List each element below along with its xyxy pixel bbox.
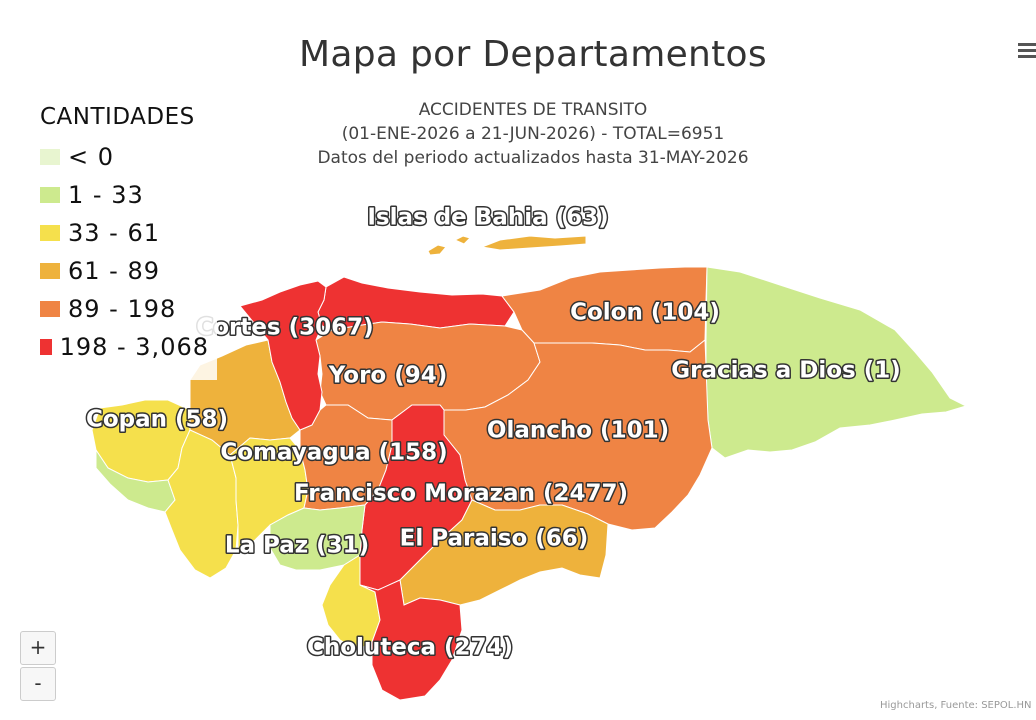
legend-label: 198 - 3,068 (59, 333, 209, 361)
legend-item[interactable]: 198 - 3,068 (32, 328, 209, 366)
department-label-choluteca: Choluteca (274) (307, 635, 513, 661)
department-lempira[interactable] (164, 429, 239, 579)
department-valle[interactable] (321, 554, 381, 651)
department-label-copan: Copan (58) (86, 407, 228, 433)
credits[interactable]: Highcharts, Fuente: SEPOL.HN (880, 700, 1032, 711)
department-islas[interactable] (480, 235, 587, 251)
legend-item[interactable]: 1 - 33 (32, 176, 209, 214)
legend-label: 89 - 198 (68, 295, 177, 323)
department-label-paraiso: El Paraiso (66) (400, 526, 589, 552)
department-label-lapaz: La Paz (31) (225, 533, 369, 559)
zoom-out-button[interactable]: - (20, 667, 56, 701)
department-label-colon: Colon (104) (570, 300, 720, 326)
department-label-yoro: Yoro (94) (328, 363, 448, 389)
department-label-islas: Islas de Bahia (63) (367, 205, 608, 231)
legend-swatch (40, 149, 60, 165)
department-label-cortes: Cortes (3067) (196, 315, 373, 341)
legend: CANTIDADES < 0 1 - 33 33 - 61 61 - 89 89 - 1… (24, 98, 217, 380)
legend-label: 61 - 89 (68, 257, 160, 285)
zoom-in-button[interactable]: + (20, 631, 56, 665)
legend-swatch (40, 225, 60, 241)
legend-item[interactable]: 61 - 89 (32, 252, 209, 290)
legend-swatch (40, 263, 60, 279)
department-label-olancho: Olancho (101) (487, 418, 669, 444)
legend-swatch (40, 339, 52, 355)
subtitle-line-2: (01-ENE-2026 a 21-JUN-2026) - TOTAL=6951 (341, 124, 725, 144)
legend-item[interactable]: 89 - 198 (32, 290, 209, 328)
department-label-fmorazan: Francisco Morazan (2477) (294, 481, 628, 507)
legend-label: 1 - 33 (68, 181, 144, 209)
subtitle-line-1: ACCIDENTES DE TRANSITO (418, 100, 648, 120)
hamburger-menu-icon[interactable] (1018, 40, 1036, 62)
legend-title: CANTIDADES (40, 104, 195, 130)
department-paraiso[interactable] (399, 499, 609, 606)
department-cortes[interactable] (239, 280, 327, 431)
subtitle-line-3: Datos del periodo actualizados hasta 31-… (317, 148, 749, 168)
map-subtitle: ACCIDENTES DE TRANSITO (01-ENE-2026 a 21… (0, 98, 1036, 170)
legend-swatch (40, 301, 60, 317)
legend-item[interactable]: 33 - 61 (32, 214, 209, 252)
legend-swatch (40, 187, 60, 203)
legend-item[interactable]: < 0 (32, 138, 209, 176)
map-title: Mapa por Departamentos (299, 34, 767, 75)
legend-label: 33 - 61 (68, 219, 160, 247)
department-lapaz[interactable] (269, 504, 366, 571)
department-label-gracias: Gracias a Dios (1) (671, 358, 901, 384)
department-choluteca[interactable] (359, 579, 463, 701)
department-label-comayagua: Comayagua (158) (220, 440, 447, 466)
islas-de-bahia-small-islands[interactable] (427, 235, 471, 256)
legend-label: < 0 (68, 143, 115, 171)
